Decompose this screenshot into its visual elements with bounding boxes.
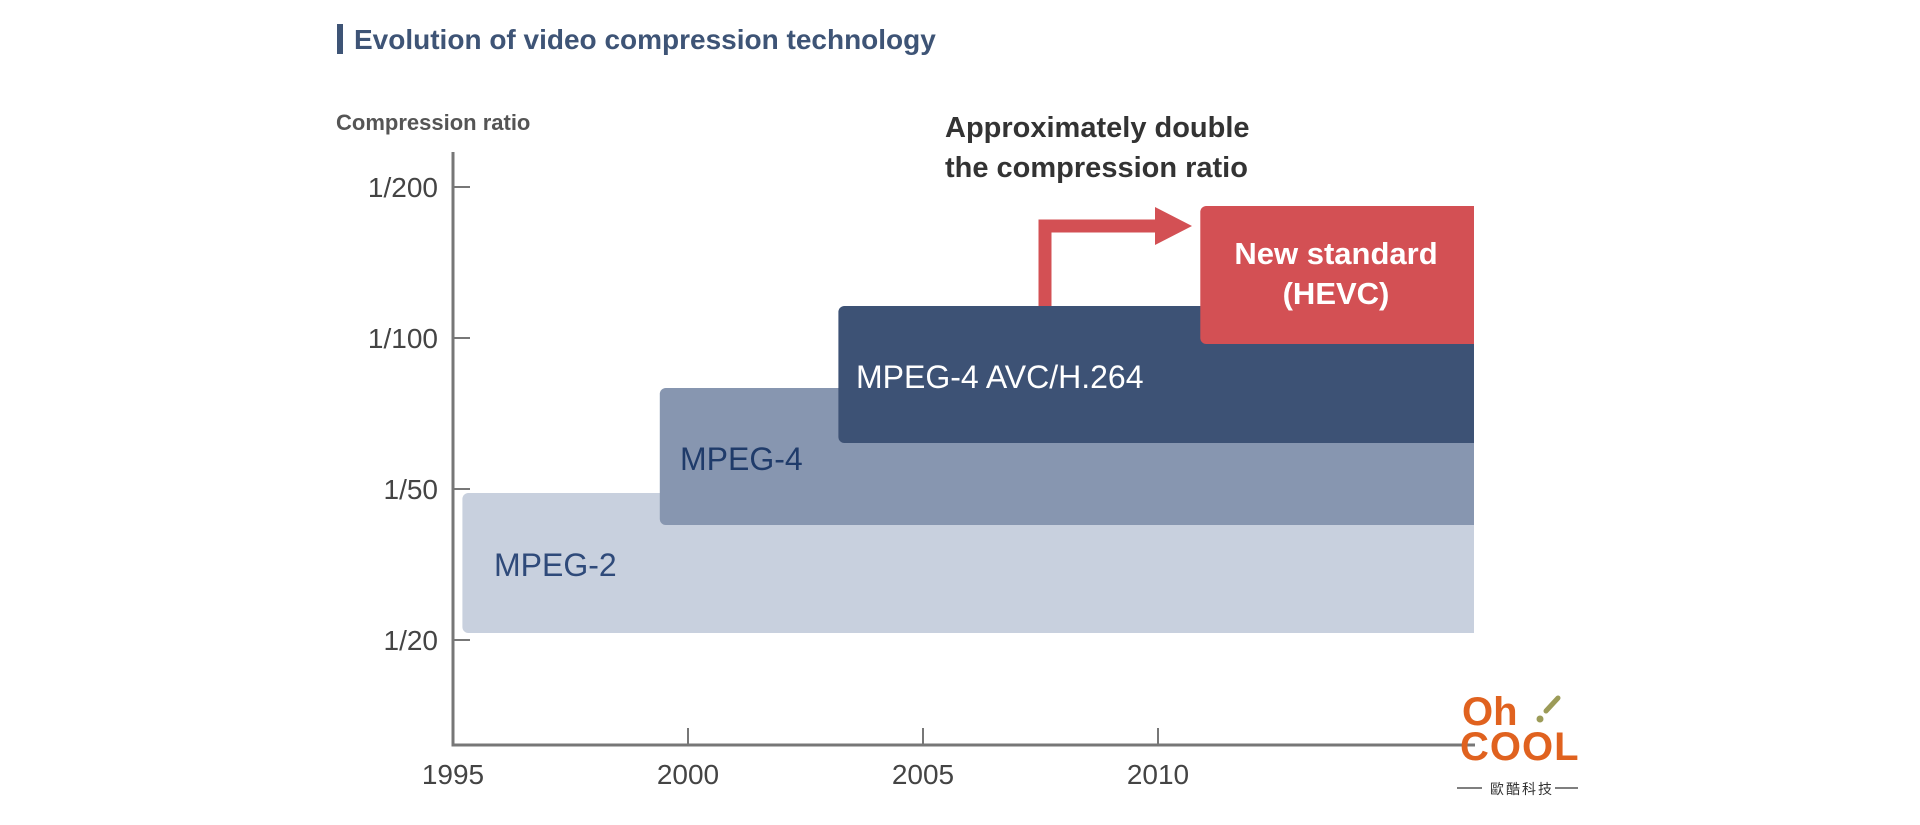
- step-bar-mpeg-2: [462, 493, 1482, 633]
- y-tick-label: 1/200: [368, 172, 438, 203]
- y-tick-label: 1/20: [384, 625, 439, 656]
- x-tick-label: 2000: [657, 759, 719, 790]
- annotation-arrow: [1038, 207, 1192, 306]
- y-tick-label: 1/50: [384, 474, 439, 505]
- bar-edge-mask: [1474, 150, 1514, 650]
- chart-title: Evolution of video compression technolog…: [354, 24, 936, 55]
- x-ticks: 1995 2000 2005 2010: [422, 728, 1189, 790]
- logo-cool-text: COOL: [1460, 725, 1580, 769]
- step-bar-new-standard-hevc: [1200, 206, 1482, 344]
- step-label: MPEG-4 AVC/H.264: [856, 359, 1144, 395]
- step-label-hevc-line-1: New standard: [1234, 236, 1437, 271]
- step-bars: MPEG-2 MPEG-4 MPEG-4 AVC/H.264 New standard…: [462, 150, 1514, 650]
- arrow-shaft: [1038, 219, 1160, 306]
- annotation-line-1: Approximately double: [945, 112, 1250, 144]
- title-accent-bar: [337, 24, 343, 54]
- arrow-head: [1155, 207, 1192, 245]
- logo-subtitle: 歐酷科技: [1490, 782, 1554, 798]
- logo-oh-text: Oh: [1462, 690, 1518, 734]
- step-label: MPEG-2: [494, 547, 617, 583]
- logo-brush-icon: [1543, 695, 1561, 714]
- y-ticks: 1/20 1/50 1/100 1/200: [368, 172, 470, 656]
- annotation-line-2: the compression ratio: [945, 152, 1248, 184]
- ohcool-logo: Oh COOL 歐酷科技: [1457, 690, 1580, 798]
- x-tick-label: 2010: [1127, 759, 1189, 790]
- y-axis-label: Compression ratio: [336, 110, 530, 135]
- step-label-hevc-line-2: (HEVC): [1283, 276, 1390, 311]
- x-tick-label: 2005: [892, 759, 954, 790]
- y-tick-label: 1/100: [368, 323, 438, 354]
- logo-dot-icon: [1536, 715, 1544, 723]
- step-label: MPEG-4: [680, 441, 803, 477]
- x-tick-label: 1995: [422, 759, 484, 790]
- axes: [451, 152, 1475, 747]
